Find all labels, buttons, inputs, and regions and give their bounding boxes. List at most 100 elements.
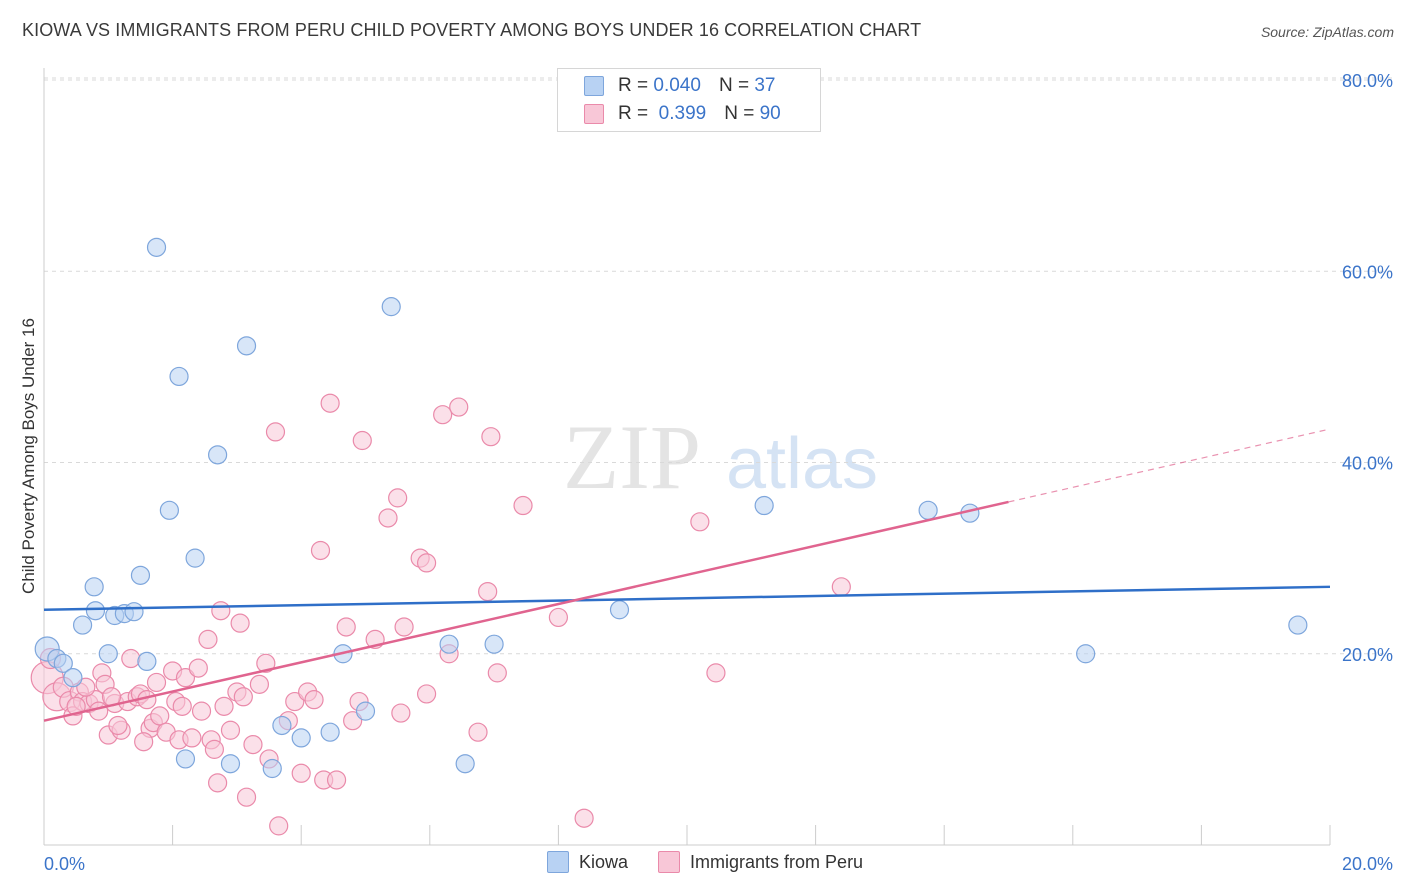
peru-swatch xyxy=(584,104,604,124)
peru-point-32 xyxy=(188,658,208,678)
peru-point-72 xyxy=(433,405,453,425)
peru-point-79 xyxy=(513,495,533,516)
peru-point-50 xyxy=(269,816,289,836)
peru-point-37 xyxy=(208,773,228,793)
kiowa-point-20 xyxy=(236,336,257,356)
kiowa-trend-line xyxy=(43,585,1331,612)
peru-point-83 xyxy=(706,663,726,683)
peru-point-34 xyxy=(198,629,218,650)
kiowa-point-14 xyxy=(159,500,179,520)
peru-point-53 xyxy=(291,763,311,783)
y-tick-label-2: 60.0% xyxy=(1342,262,1393,282)
kiowa-point-29 xyxy=(455,754,475,774)
legend-item-peru[interactable]: Immigrants from Peru xyxy=(658,851,863,873)
source-credit: Source: ZipAtlas.com xyxy=(1260,24,1394,40)
peru-point-66 xyxy=(388,488,408,508)
chart-title: KIOWA VS IMMIGRANTS FROM PERU CHILD POVE… xyxy=(22,20,922,40)
kiowa-point-4 xyxy=(72,615,93,635)
peru-point-61 xyxy=(343,711,363,731)
peru-point-30 xyxy=(175,668,196,688)
y-tick-label-0: 20.0% xyxy=(1342,645,1393,665)
kiowa-point-10 xyxy=(124,602,144,622)
peru-legend-label: Immigrants from Peru xyxy=(690,851,864,872)
peru-point-24 xyxy=(150,706,170,726)
kiowa-point-36 xyxy=(1288,615,1308,635)
peru-point-23 xyxy=(146,672,167,693)
peru-point-31 xyxy=(182,728,202,748)
peru-point-82 xyxy=(690,512,710,532)
peru-n-label: N = xyxy=(724,103,755,124)
kiowa-point-27 xyxy=(381,297,401,317)
peru-point-84 xyxy=(831,577,851,597)
kiowa-point-24 xyxy=(320,722,340,742)
y-tick-label-1: 40.0% xyxy=(1342,454,1393,474)
x-tick-label-max: 20.0% xyxy=(1342,854,1393,874)
peru-point-68 xyxy=(394,617,414,637)
kiowa-point-5 xyxy=(85,601,106,621)
y-tick-label-3: 80.0% xyxy=(1342,71,1393,91)
kiowa-point-31 xyxy=(609,600,630,620)
peru-trend-line xyxy=(43,500,1009,722)
kiowa-point-12 xyxy=(137,651,157,672)
peru-point-74 xyxy=(449,397,469,417)
peru-point-89 xyxy=(76,677,96,697)
peru-point-39 xyxy=(214,696,234,716)
peru-point-49 xyxy=(265,422,286,442)
kiowa-point-2 xyxy=(53,653,73,673)
watermark-zip: ZIP xyxy=(563,406,701,508)
peru-point-42 xyxy=(230,613,250,633)
peru-point-40 xyxy=(220,720,241,740)
kiowa-point-6 xyxy=(84,577,104,597)
peru-point-36 xyxy=(204,739,224,759)
peru-point-29 xyxy=(172,696,192,716)
peru-trend-extension xyxy=(1008,428,1331,503)
kiowa-point-7 xyxy=(98,644,118,664)
kiowa-point-16 xyxy=(175,749,196,769)
peru-point-60 xyxy=(336,617,356,637)
watermark-atlas: atlas xyxy=(726,424,878,504)
peru-point-87 xyxy=(134,732,154,752)
kiowa-n-label: N = xyxy=(718,75,750,96)
kiowa-point-28 xyxy=(439,634,459,654)
kiowa-point-17 xyxy=(185,548,205,568)
peru-point-78 xyxy=(487,663,507,683)
peru-point-70 xyxy=(416,553,437,573)
peru-point-45 xyxy=(243,734,263,755)
peru-point-59 xyxy=(326,770,347,790)
peru-point-71 xyxy=(416,684,437,704)
peru-point-46 xyxy=(249,674,270,694)
peru-point-52 xyxy=(285,691,305,712)
kiowa-point-13 xyxy=(146,237,167,257)
peru-point-55 xyxy=(304,690,324,710)
kiowa-point-19 xyxy=(220,754,241,774)
peru-n-value: 90 xyxy=(759,103,781,124)
peru-point-44 xyxy=(236,787,257,807)
kiowa-r-label: R = xyxy=(618,75,649,96)
peru-point-77 xyxy=(481,427,501,447)
kiowa-point-23 xyxy=(291,728,311,748)
kiowa-point-26 xyxy=(355,701,376,721)
series-legend: Kiowa Immigrants from Peru xyxy=(547,851,893,873)
peru-point-63 xyxy=(352,430,372,451)
legend-item-kiowa[interactable]: Kiowa xyxy=(547,851,628,873)
legend-row-peru: R = 0.399 N = 90 xyxy=(584,102,781,126)
kiowa-point-30 xyxy=(484,634,504,654)
peru-point-38 xyxy=(211,601,231,621)
peru-point-58 xyxy=(320,393,340,413)
peru-point-47 xyxy=(256,653,276,673)
correlation-legend: R = 0.040 N = 37 R = 0.399 N = 90 xyxy=(557,68,821,132)
peru-point-81 xyxy=(574,808,594,828)
peru-point-86 xyxy=(108,715,128,736)
peru-point-75 xyxy=(468,722,488,742)
peru-point-10 xyxy=(89,701,109,721)
peru-legend-swatch xyxy=(658,851,681,873)
kiowa-point-15 xyxy=(169,366,189,387)
kiowa-point-18 xyxy=(208,445,228,465)
kiowa-r-value: 0.040 xyxy=(653,75,701,96)
peru-r-value: 0.399 xyxy=(658,103,707,124)
peru-point-17 xyxy=(121,648,141,669)
peru-r-label: R = xyxy=(618,103,649,124)
peru-point-88 xyxy=(66,696,86,716)
peru-point-33 xyxy=(191,701,212,721)
